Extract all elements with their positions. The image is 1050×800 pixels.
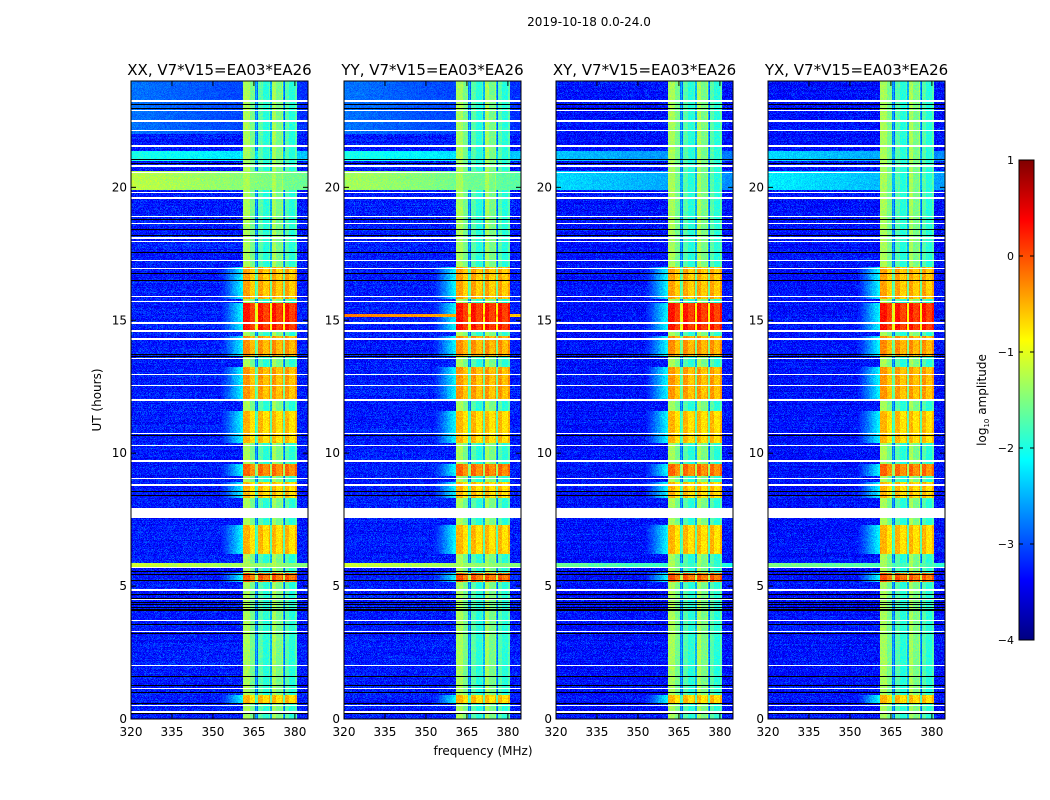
colorbar-frame: [1018, 159, 1035, 641]
y-axis-label: UT (hours): [90, 368, 104, 431]
colorbar-label-sub: 10: [983, 419, 991, 428]
x-tick-label: 365: [879, 725, 902, 739]
y-tick-label: 20: [325, 180, 340, 194]
panel-frame: [555, 80, 734, 720]
x-tick-label: 350: [414, 725, 437, 739]
colorbar-tick-label: 1: [1007, 154, 1014, 167]
y-tick-label: 0: [756, 712, 764, 726]
x-tick-label: 320: [545, 725, 568, 739]
x-tick-label: 335: [374, 725, 397, 739]
colorbar-tick-label: −4: [998, 634, 1014, 647]
y-tick-label: 10: [325, 446, 340, 460]
x-tick-label: 365: [455, 725, 478, 739]
x-tick-label: 350: [201, 725, 224, 739]
y-tick-label: 0: [119, 712, 127, 726]
y-tick-label: 10: [749, 446, 764, 460]
x-tick-label: 320: [757, 725, 780, 739]
y-tick-label: 5: [332, 579, 340, 593]
colorbar-tick-label: −3: [998, 538, 1014, 551]
x-tick-label: 350: [838, 725, 861, 739]
x-tick-label: 335: [586, 725, 609, 739]
y-tick-label: 10: [112, 446, 127, 460]
x-tick-label: 335: [798, 725, 821, 739]
y-tick-label: 20: [749, 180, 764, 194]
x-tick-label: 365: [242, 725, 265, 739]
colorbar-label: log10 amplitude: [975, 354, 991, 446]
y-tick-label: 10: [537, 446, 552, 460]
colorbar-label-main: log: [975, 428, 989, 446]
panel-frame: [130, 80, 309, 720]
panel-frame: [343, 80, 522, 720]
y-tick-label: 0: [332, 712, 340, 726]
y-tick-label: 5: [756, 579, 764, 593]
heatmap-xx: [131, 81, 308, 719]
panel-title: YX, V7*V15=EA03*EA26: [764, 61, 948, 79]
y-tick-label: 15: [112, 313, 127, 327]
y-tick-label: 0: [544, 712, 552, 726]
panel-title: XY, V7*V15=EA03*EA26: [553, 61, 736, 79]
colorbar-tick-label: −2: [998, 442, 1014, 455]
y-tick-label: 15: [325, 313, 340, 327]
colorbar-tick-label: 0: [1007, 250, 1014, 263]
heatmap-yx: [768, 81, 945, 719]
x-tick-label: 380: [496, 725, 519, 739]
y-tick-label: 20: [112, 180, 127, 194]
x-tick-label: 380: [920, 725, 943, 739]
colorbar-label-rest: amplitude: [975, 354, 989, 418]
y-tick-label: 5: [544, 579, 552, 593]
x-axis-label: frequency (MHz): [433, 744, 532, 758]
colorbar-tick-label: −1: [998, 346, 1014, 359]
x-tick-label: 365: [667, 725, 690, 739]
heatmap-xy: [556, 81, 733, 719]
panel-frame: [767, 80, 946, 720]
x-tick-label: 320: [333, 725, 356, 739]
x-tick-label: 380: [708, 725, 731, 739]
y-tick-label: 15: [749, 313, 764, 327]
x-tick-label: 320: [120, 725, 143, 739]
x-tick-label: 335: [161, 725, 184, 739]
panel-title: YY, V7*V15=EA03*EA26: [340, 61, 523, 79]
heatmap-yy: [344, 81, 521, 719]
panel-title: XX, V7*V15=EA03*EA26: [127, 61, 311, 79]
colorbar: [1019, 160, 1034, 640]
figure-title: 2019-10-18 0.0-24.0: [527, 15, 651, 29]
x-tick-label: 350: [626, 725, 649, 739]
y-tick-label: 15: [537, 313, 552, 327]
x-tick-label: 380: [283, 725, 306, 739]
y-tick-label: 5: [119, 579, 127, 593]
y-tick-label: 20: [537, 180, 552, 194]
